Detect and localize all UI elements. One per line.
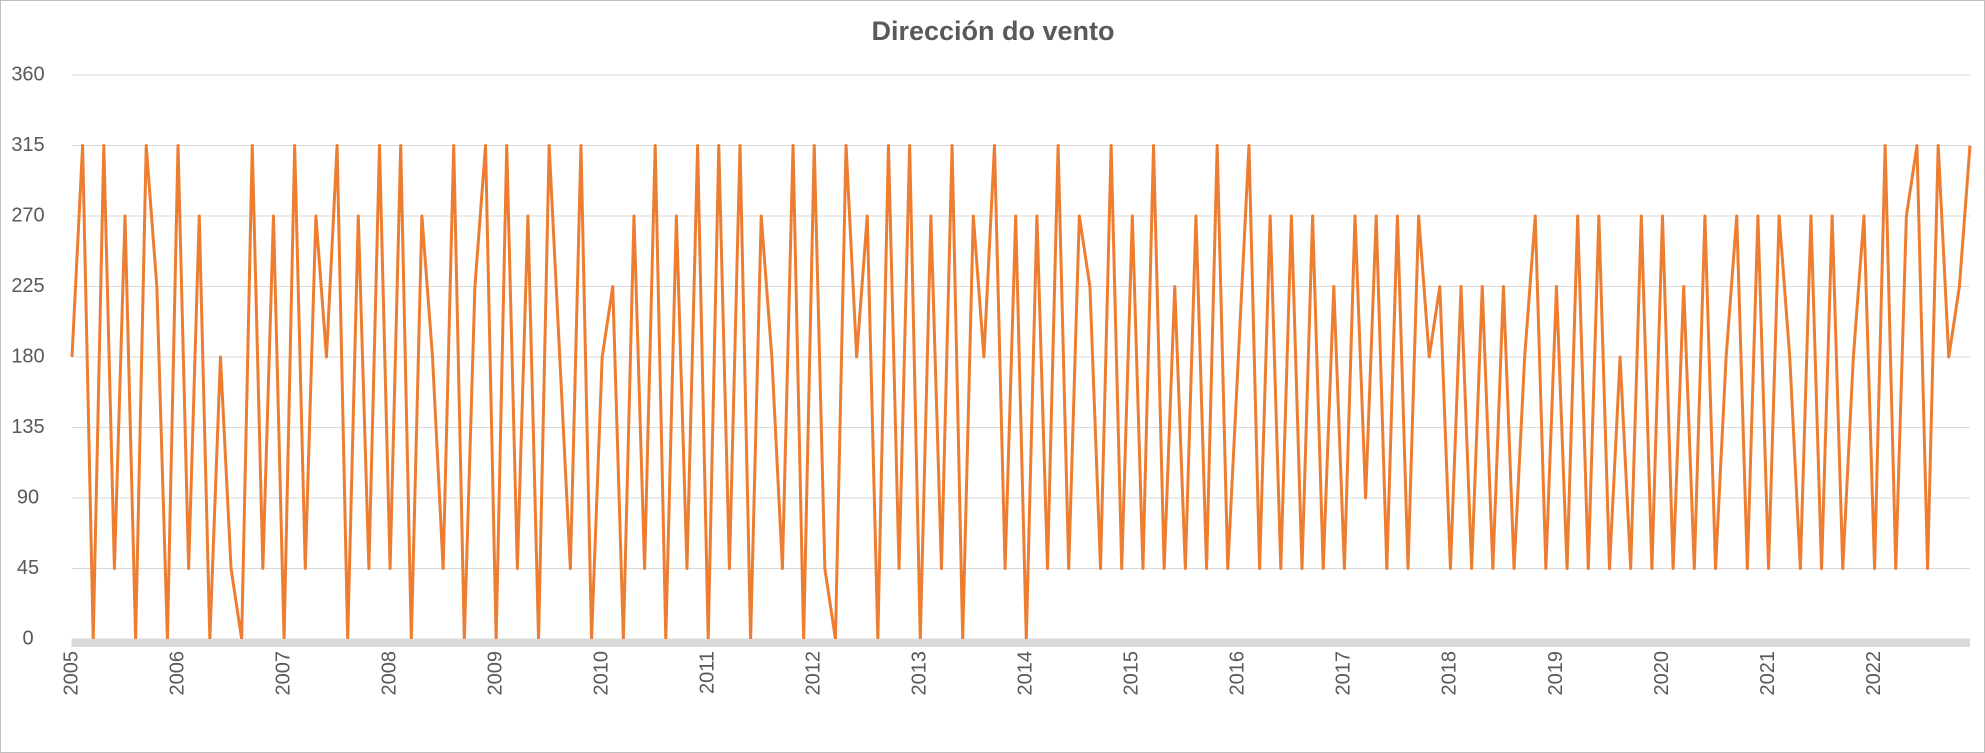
x-tick-label: 2021 [1757,651,1779,696]
x-tick-label: 2015 [1121,651,1143,696]
y-tick-label: 270 [11,204,44,226]
y-tick-label: 315 [11,134,44,156]
y-tick-label: 225 [11,275,44,297]
x-tick-label: 2006 [166,651,188,696]
x-tick-label: 2017 [1333,651,1355,696]
x-tick-label: 2007 [272,651,294,696]
x-tick-label: 2019 [1545,651,1567,696]
x-tick-label: 2018 [1439,651,1461,696]
x-tick-label: 2014 [1015,651,1037,696]
x-tick-label: 2010 [590,651,612,696]
x-tick-label: 2012 [803,651,825,696]
x-tick-label: 2009 [484,651,506,696]
y-tick-label: 0 [22,627,33,649]
x-tick-label: 2020 [1651,651,1673,696]
y-tick-label: 180 [11,345,44,367]
y-tick-label: 360 [11,63,44,85]
y-tick-label: 45 [17,557,39,579]
x-tick-label: 2005 [60,651,82,696]
x-tick-label: 2011 [696,651,718,694]
y-tick-label: 90 [17,486,39,508]
y-tick-label: 135 [11,416,44,438]
x-tick-label: 2013 [909,651,931,696]
x-tick-label: 2022 [1863,651,1885,696]
x-tick-label: 2016 [1227,651,1249,696]
chart-title: Dirección do vento [871,16,1114,46]
data-line [70,144,1972,641]
x-tick-label: 2008 [378,651,400,696]
